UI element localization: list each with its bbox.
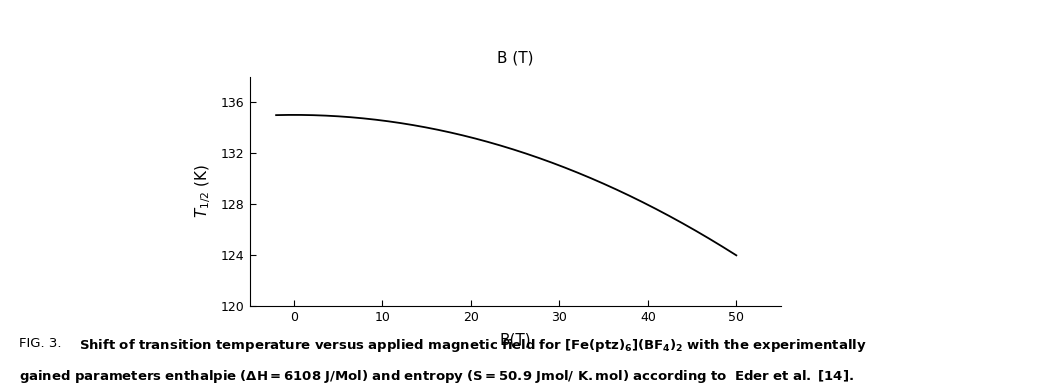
Text: $\mathbf{gained\ parameters\ enthalpie\ (\Delta H = 6108\ J/Mol)\ and\ entropy\ : $\mathbf{gained\ parameters\ enthalpie\ … <box>19 368 854 383</box>
Y-axis label: $T_{1/2}$ (K): $T_{1/2}$ (K) <box>192 165 212 218</box>
X-axis label: B(T): B(T) <box>499 332 531 348</box>
Title: B (T): B (T) <box>497 51 533 66</box>
Text: FIG. 3.: FIG. 3. <box>19 337 66 350</box>
Text: $\mathbf{Shift\ of\ transition\ temperature\ versus\ applied\ magnetic\ field\ f: $\mathbf{Shift\ of\ transition\ temperat… <box>79 337 867 354</box>
